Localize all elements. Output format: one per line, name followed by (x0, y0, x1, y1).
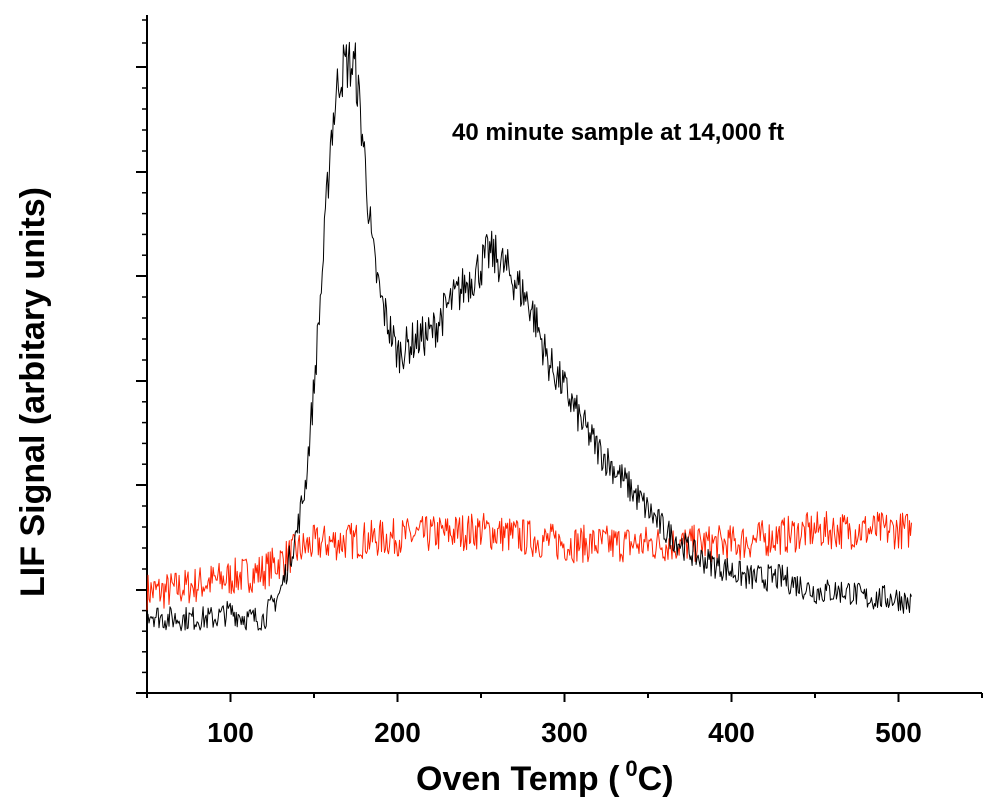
x-axis-title-main: Oven Temp ( (416, 760, 620, 798)
x-axis-title-unit: C) (638, 760, 674, 798)
x-axis-title: Oven Temp (0C) (416, 756, 674, 798)
y-axis-ticks (136, 19, 147, 694)
x-tick-label: 100 (207, 717, 254, 748)
series-line-sample (146, 41, 912, 632)
x-tick-label: 400 (708, 717, 755, 748)
x-axis-title-superscript: 0 (625, 756, 637, 781)
x-tick-label: 200 (374, 717, 421, 748)
plot-area: 100 200 300 400 500 (136, 15, 983, 748)
x-axis-ticks (146, 693, 983, 702)
series-line-blank (146, 511, 912, 611)
x-tick-label: 300 (541, 717, 588, 748)
x-tick-label: 500 (875, 717, 922, 748)
series-layer (146, 41, 912, 632)
annotation: 40 minute sample at 14,000 ft (452, 119, 784, 146)
x-axis-tick-labels: 100 200 300 400 500 (207, 717, 922, 748)
y-axis-title: LIF Signal (arbitary units) (14, 187, 52, 597)
